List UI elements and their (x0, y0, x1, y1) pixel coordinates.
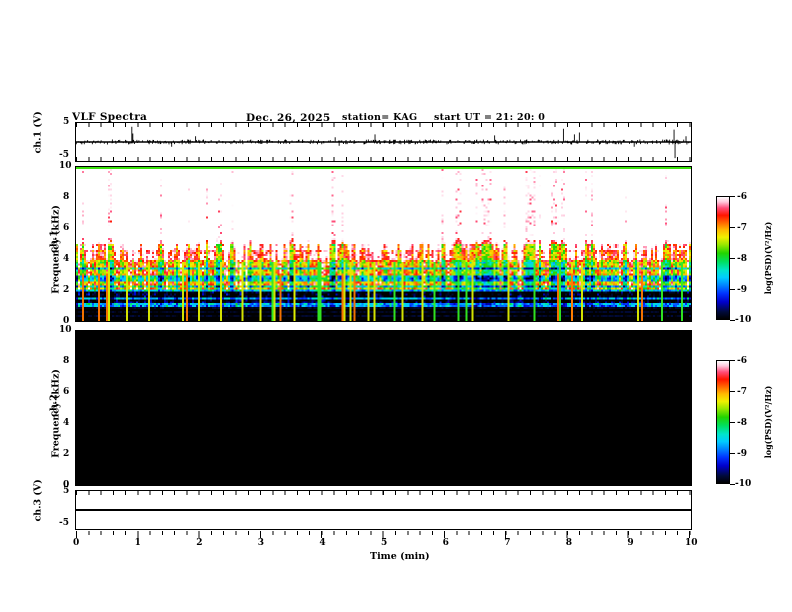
colorbar-ch2 (716, 360, 730, 484)
ch2-frequency-axis-label-line2: Frequency (kHz) (50, 369, 62, 458)
ch2-freq-tick-8: 8 (63, 356, 70, 366)
ch1-tick-5: 5 (63, 117, 70, 127)
ch3-tick-minus5: -5 (59, 518, 69, 528)
colorbar-ch2-ticks (730, 360, 735, 485)
x-tick-5: 5 (381, 538, 388, 548)
ch3-top-ticks (76, 491, 691, 495)
x-tick-6: 6 (442, 538, 449, 548)
ch2-spectrogram-image (76, 331, 691, 485)
colorbar-ch1-ticks (730, 196, 735, 321)
ch2-freq-tick-0: 0 (63, 480, 70, 490)
colorbar-ch1-tick--6: -6 (737, 192, 747, 202)
x-tick-7: 7 (504, 538, 511, 548)
start-ut-label: start UT = 21: 20: 0 (434, 112, 546, 123)
ch1-tick-minus5: -5 (59, 150, 69, 160)
figure-title: VLF Spectra (72, 111, 148, 123)
ch1-freq-tick-10: 10 (59, 161, 72, 171)
colorbar-ch1-tick--10: -10 (735, 315, 752, 325)
colorbar-ch2-tick--6: -6 (737, 356, 747, 366)
ch1-voltage-panel (75, 122, 692, 162)
colorbar-ch2-tick--8: -8 (737, 418, 747, 428)
colorbar-ch1-tick--9: -9 (737, 285, 747, 295)
x-axis-label: Time (min) (370, 551, 430, 562)
colorbar-ch1-tick--7: -7 (737, 223, 747, 233)
ch2-freq-tick-6: 6 (63, 387, 70, 397)
colorbar-ch1 (716, 196, 730, 320)
colorbar-ch2-label: log(PSD)(V²/Hz) (763, 385, 773, 459)
ch2-freq-tick-2: 2 (63, 449, 70, 459)
ch1-bottom-ticks (76, 157, 691, 161)
ch3-waveform (76, 509, 691, 511)
ch1-spectrogram-image (76, 167, 691, 321)
colorbar-ch2-tick--7: -7 (737, 387, 747, 397)
ch2-spectrogram-panel (75, 330, 692, 486)
x-tick-9: 9 (627, 538, 634, 548)
ch1-freq-tick-8: 8 (63, 192, 70, 202)
ch1-frequency-axis-label-line2: Frequency (kHz) (50, 205, 62, 294)
ch3-voltage-axis-label: ch.3 (V) (32, 479, 44, 522)
x-tick-10: 10 (685, 538, 698, 548)
x-tick-1: 1 (134, 538, 141, 548)
colorbar-ch2-tick--9: -9 (737, 449, 747, 459)
ch2-freq-tick-10: 10 (59, 325, 72, 335)
x-tick-2: 2 (196, 538, 203, 548)
x-tick-0: 0 (73, 538, 80, 548)
station-label: station= KAG (342, 112, 418, 123)
ch1-freq-tick-6: 6 (63, 223, 70, 233)
x-tick-4: 4 (319, 538, 326, 548)
ch1-freq-tick-2: 2 (63, 285, 70, 295)
ch1-spectrogram-panel (75, 166, 692, 322)
ch1-freq-tick-0: 0 (63, 316, 70, 326)
colorbar-ch1-tick--8: -8 (737, 254, 747, 264)
x-tick-8: 8 (565, 538, 573, 548)
ch3-tick-5: 5 (63, 486, 70, 496)
ch3-voltage-panel (75, 490, 692, 530)
x-tick-3: 3 (257, 538, 265, 548)
observation-date: Dec. 26, 2025 (246, 112, 331, 124)
ch1-top-ticks (76, 123, 691, 127)
ch1-waveform (76, 126, 691, 159)
colorbar-ch2-tick--10: -10 (735, 479, 752, 489)
ch1-freq-tick-4: 4 (63, 254, 70, 264)
ch2-freq-tick-4: 4 (63, 418, 70, 428)
x-axis-major-ticks (76, 531, 692, 538)
ch1-voltage-axis-label: ch.1 (V) (32, 111, 44, 154)
colorbar-ch1-label: log(PSD)(V²/Hz) (763, 221, 773, 295)
